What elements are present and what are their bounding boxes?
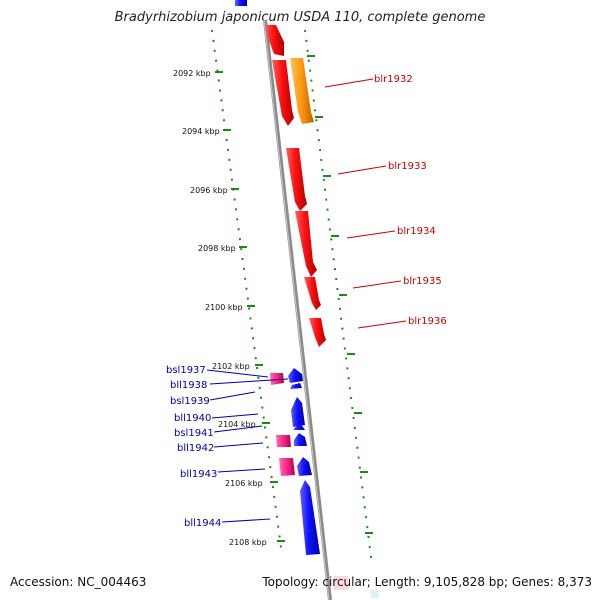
genome-backbone-highlight [263, 19, 330, 600]
label-connector [357, 320, 407, 329]
gene-bsl1941[interactable] [293, 423, 305, 430]
tick-label: 2092 kbp [173, 69, 211, 78]
label-connector [352, 280, 402, 289]
gene-label-bll1940[interactable]: bll1940 [174, 413, 211, 424]
gene-bll1942[interactable] [294, 433, 307, 446]
gene-label-blr1934[interactable]: blr1934 [397, 226, 436, 237]
tick-label: 2098 kbp [198, 244, 236, 253]
gene-forward[interactable] [290, 58, 314, 124]
tick-label: 2108 kbp [229, 538, 267, 547]
tick-label: 2094 kbp [182, 127, 220, 136]
gene-bll1940[interactable] [291, 397, 305, 427]
label-connector [337, 165, 387, 175]
label-connector [217, 468, 266, 473]
gene-bll1943-alt[interactable] [279, 458, 295, 476]
gene-label-bll1944[interactable]: bll1944 [184, 518, 221, 529]
gene-label-bll1938[interactable]: bll1938 [170, 380, 207, 391]
gene-label-blr1936[interactable]: blr1936 [408, 316, 447, 327]
gene-blr1935[interactable] [304, 277, 321, 310]
gene-bsl1937[interactable] [270, 373, 284, 385]
gene-partial-top[interactable] [235, 0, 247, 6]
label-connector [209, 378, 289, 385]
label-connector [221, 518, 271, 523]
major-ticks [215, 55, 373, 542]
left-tick-ruler [211, 29, 283, 556]
gene-label-bll1943[interactable]: bll1943 [180, 469, 217, 480]
label-connector [211, 413, 259, 419]
label-connector [346, 230, 396, 239]
gene-bll1942-alt[interactable] [276, 435, 291, 447]
gene-label-bsl1939[interactable]: bsl1939 [170, 396, 210, 407]
label-connector [213, 425, 263, 433]
label-connector [324, 78, 374, 88]
label-connector [209, 391, 256, 401]
tick-label: 2100 kbp [205, 303, 243, 312]
gene-blr1936[interactable] [309, 318, 326, 347]
gene-bsl1939[interactable] [290, 383, 302, 389]
gene-label-blr1932[interactable]: blr1932 [374, 74, 413, 85]
tick-label: 2104 kbp [218, 420, 256, 429]
gene-label-bsl1941[interactable]: bsl1941 [174, 428, 214, 439]
tick-label: 2106 kbp [225, 479, 263, 488]
gene-blr1934[interactable] [295, 211, 317, 277]
gene-forward[interactable] [265, 25, 284, 56]
genome-summary: Topology: circular; Length: 9,105,828 bp… [262, 575, 592, 589]
gene-label-bll1942[interactable]: bll1942 [177, 443, 214, 454]
tick-label: 2096 kbp [190, 186, 228, 195]
gene-bll1943[interactable] [297, 457, 312, 476]
gene-partial-bottom[interactable] [334, 576, 348, 590]
gene-blr1932[interactable] [272, 60, 294, 126]
genome-backbone [263, 19, 332, 600]
label-connector [213, 442, 264, 448]
gene-partial-bottom-right[interactable] [371, 590, 379, 598]
gene-bll1944[interactable] [300, 480, 320, 555]
tick-label: 2102 kbp [212, 362, 250, 371]
gene-blr1933[interactable] [286, 148, 307, 211]
map-title: Bradyrhizobium japonicum USDA 110, compl… [114, 10, 486, 25]
gene-label-blr1933[interactable]: blr1933 [388, 161, 427, 172]
gene-bll1938[interactable] [288, 368, 303, 383]
gene-label-bsl1937[interactable]: bsl1937 [166, 365, 206, 376]
gene-label-blr1935[interactable]: blr1935 [403, 276, 442, 287]
accession-text: Accession: NC_004463 [10, 575, 147, 589]
label-connector [206, 369, 269, 378]
